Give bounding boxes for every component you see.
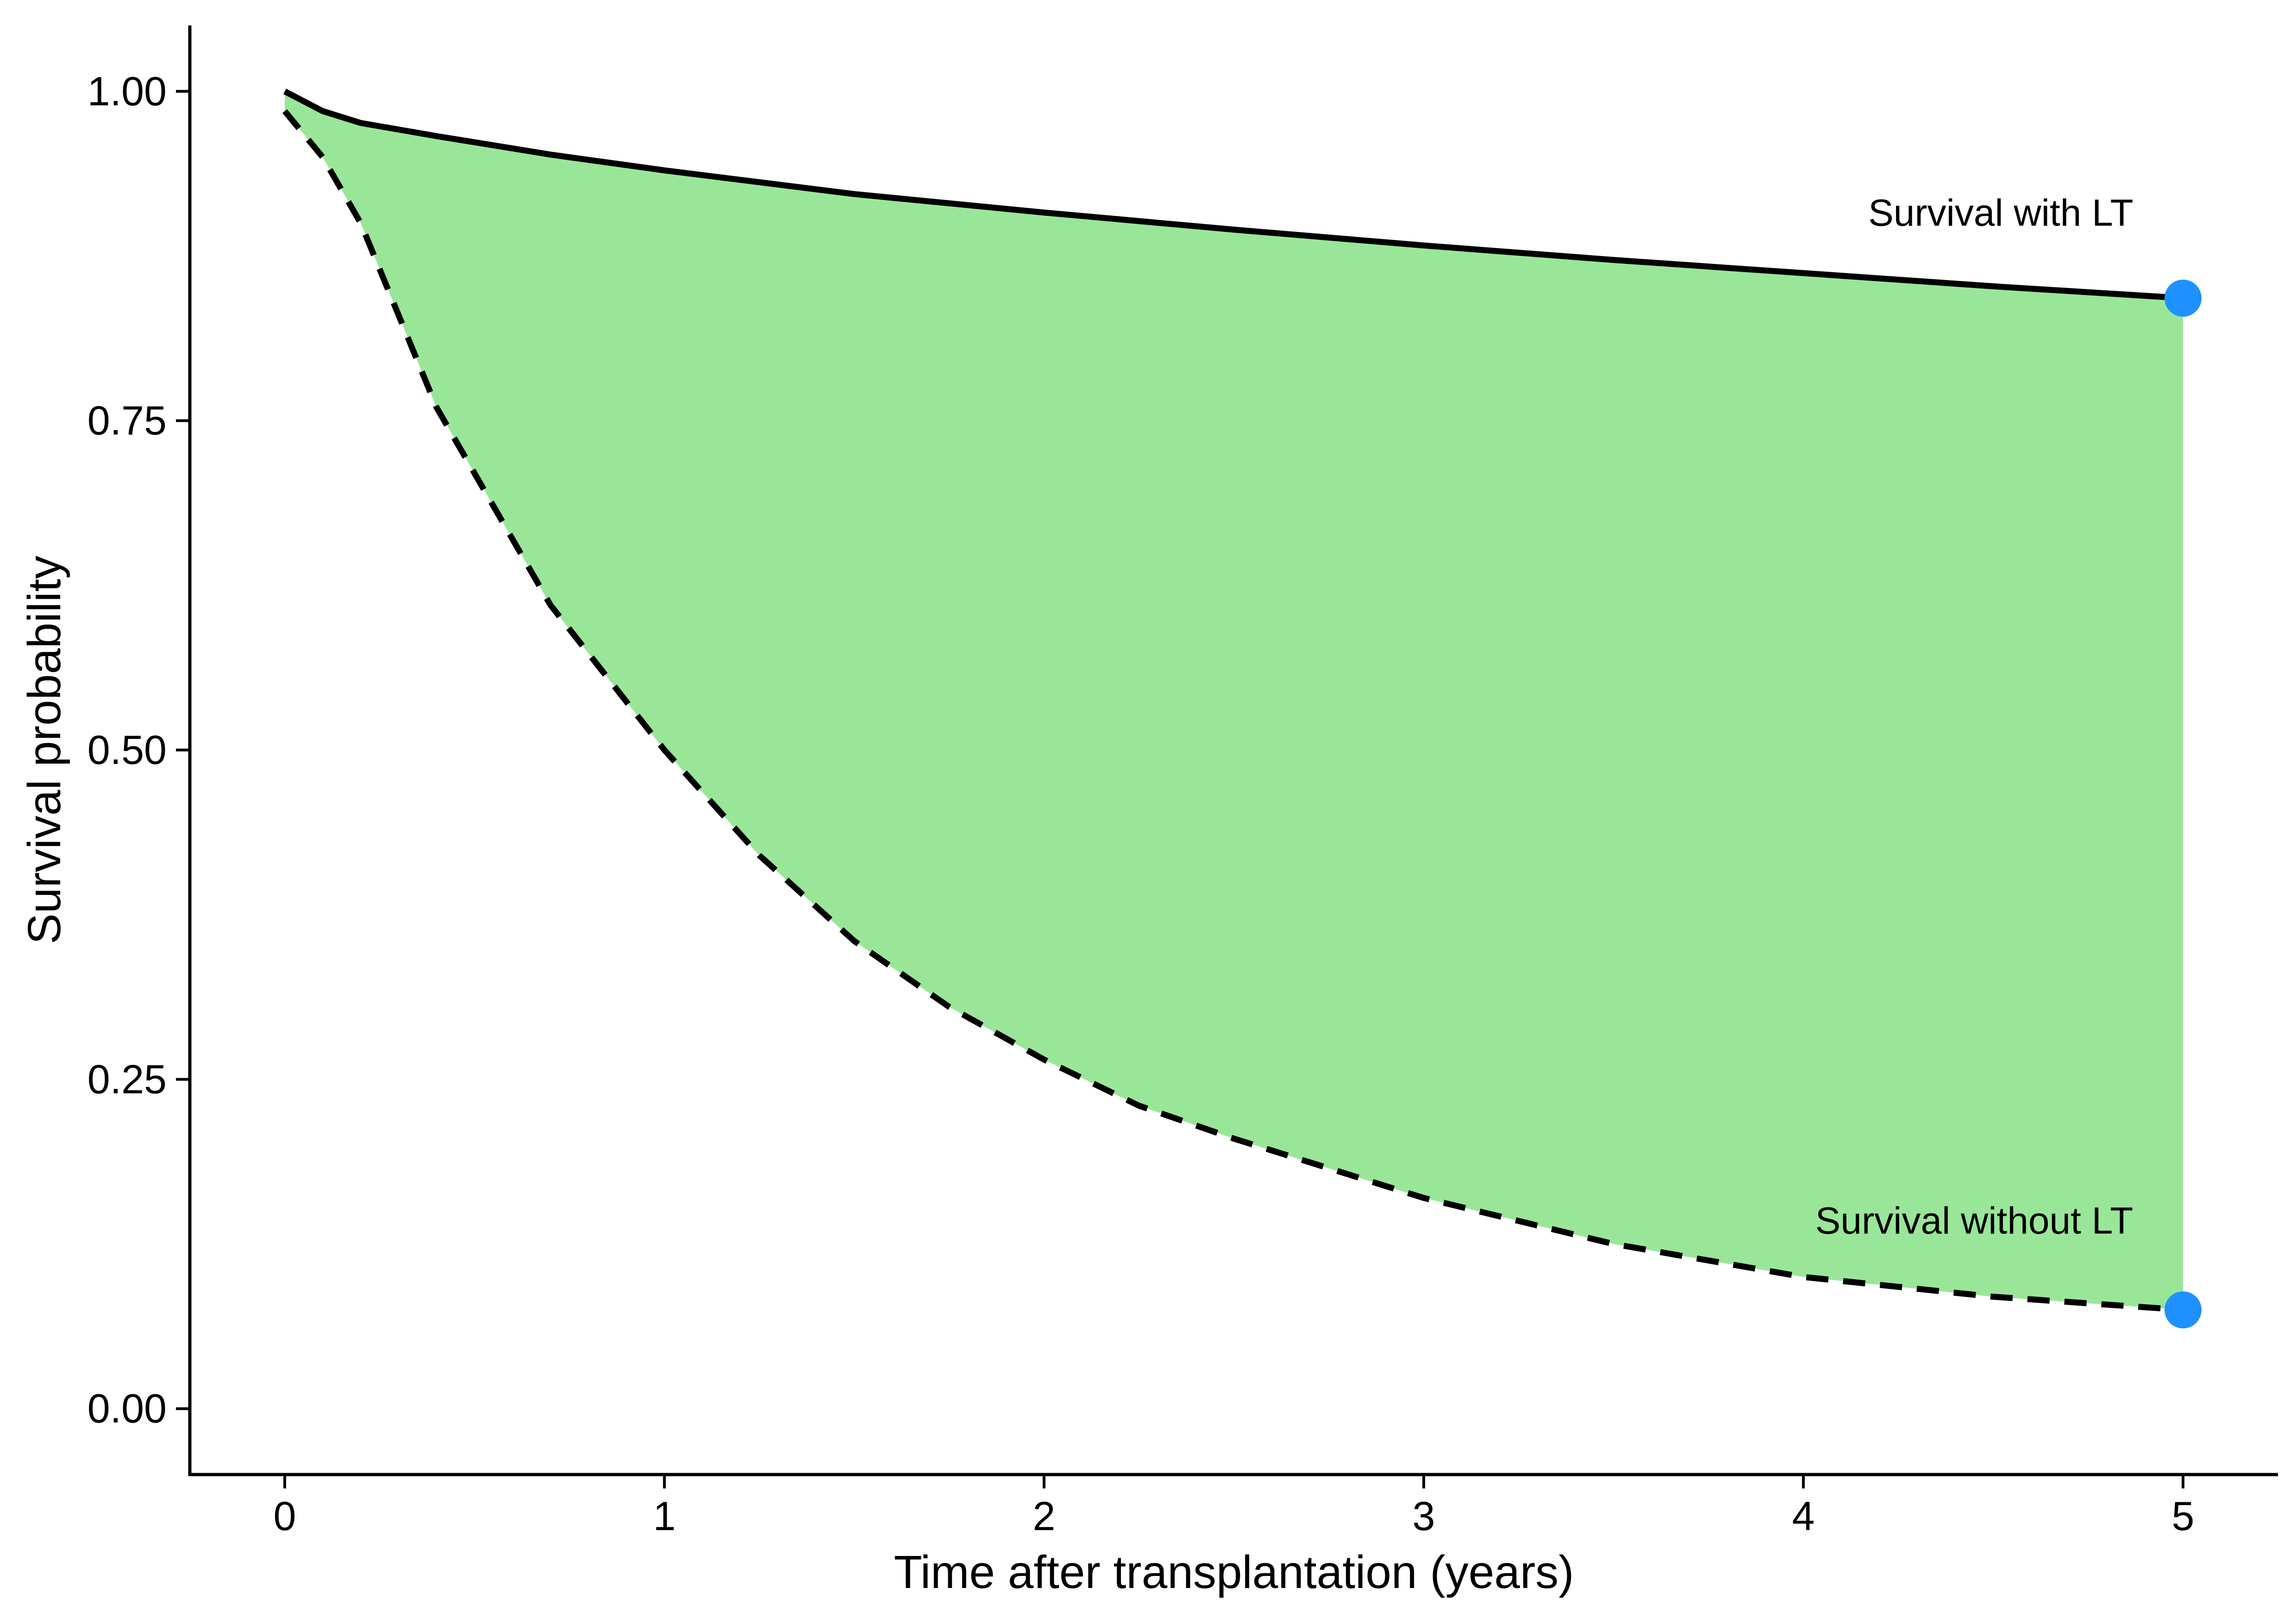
x-tick-label: 3 <box>1413 1493 1435 1539</box>
x-tick-label: 5 <box>2172 1493 2195 1539</box>
x-tick-label: 4 <box>1792 1493 1815 1539</box>
y-tick-label: 1.00 <box>88 68 167 114</box>
survival-with-lt-line <box>283 88 2183 301</box>
with-lt-annotation: Survival with LT <box>1868 192 2133 234</box>
without-lt-endpoint-point <box>2165 1291 2202 1329</box>
x-tick-label: 1 <box>653 1493 676 1539</box>
survival-without-lt-line <box>282 109 2183 1313</box>
x-tick-label: 2 <box>1033 1493 1056 1539</box>
y-axis-title: Survival probability <box>19 556 70 944</box>
without-lt-annotation: Survival without LT <box>1815 1200 2133 1242</box>
with-lt-endpoint-point <box>2165 280 2202 317</box>
y-tick-label: 0.00 <box>88 1386 167 1431</box>
y-tick-label: 0.75 <box>88 398 167 444</box>
x-tick-label: 0 <box>274 1493 296 1539</box>
y-tick-label: 0.50 <box>88 727 167 773</box>
survival-gap-area <box>285 91 2183 1310</box>
y-tick-label: 0.25 <box>88 1056 167 1102</box>
x-axis-title: Time after transplantation (years) <box>894 1546 1574 1598</box>
